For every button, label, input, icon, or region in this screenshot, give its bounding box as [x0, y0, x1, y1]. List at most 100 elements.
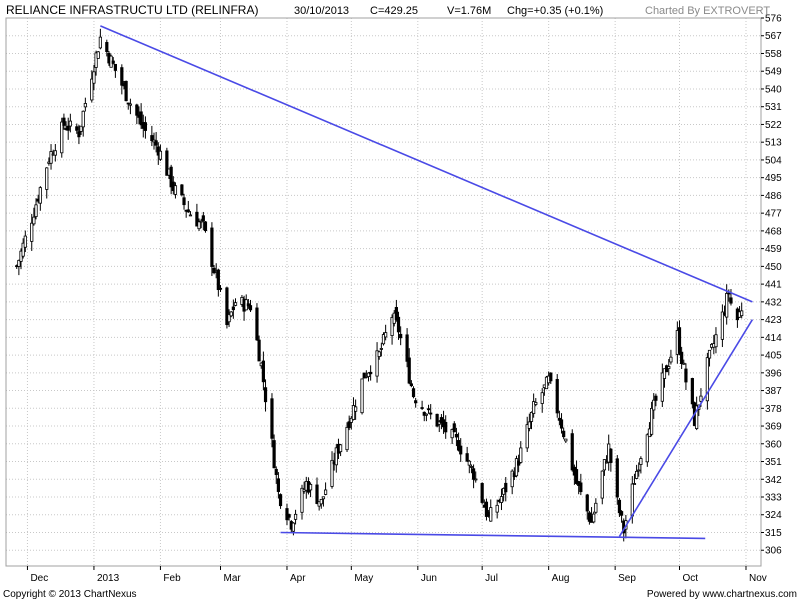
candle-body	[615, 458, 619, 498]
header-change: Chg=+0.35 (+0.1%)	[507, 5, 603, 17]
candle-body	[555, 379, 559, 414]
candle-body	[349, 417, 353, 423]
candle-body	[411, 388, 416, 398]
candle-body	[639, 458, 643, 465]
candle-body	[499, 496, 504, 503]
candle-body	[186, 209, 190, 213]
candle-body	[474, 478, 478, 481]
candle-body	[405, 334, 409, 362]
y-tick-label: 324	[765, 510, 782, 521]
header-volume: V=1.76M	[447, 5, 491, 17]
candle-body	[725, 293, 729, 318]
candle-body	[339, 444, 343, 453]
candle-body	[261, 360, 265, 383]
candle-body	[375, 350, 379, 377]
candle-body	[592, 513, 596, 523]
y-tick-label: 441	[765, 280, 782, 291]
candle-body	[150, 135, 154, 141]
candle-body	[570, 433, 574, 471]
candle-body	[424, 413, 428, 416]
candle-body	[128, 103, 133, 106]
candle-body	[619, 511, 624, 516]
y-tick-label: 522	[765, 120, 782, 131]
candle-body	[514, 458, 519, 477]
candle-body	[435, 413, 439, 427]
candle-body	[143, 122, 148, 131]
x-tick-label: Feb	[163, 573, 181, 584]
candle-body	[182, 197, 186, 206]
x-tick-label: Apr	[290, 573, 306, 584]
candle-body	[600, 470, 604, 499]
candle-body	[291, 522, 296, 532]
y-tick-label: 495	[765, 173, 782, 184]
candle-body	[34, 204, 38, 217]
candle-body	[740, 310, 744, 317]
x-tick-label: Oct	[682, 573, 698, 584]
candle-body	[293, 513, 298, 520]
candle-body	[504, 482, 508, 493]
candle-body	[390, 317, 394, 336]
candle-body	[637, 469, 641, 472]
candle-body	[347, 421, 351, 429]
candle-body	[81, 110, 85, 128]
candle-body	[126, 102, 130, 105]
x-tick-label: Aug	[552, 573, 570, 584]
candle-body	[399, 333, 403, 339]
candle-body	[632, 483, 637, 485]
candle-body	[66, 125, 70, 131]
candle-body	[165, 150, 169, 176]
candle-body	[270, 398, 274, 439]
y-tick-label: 459	[765, 244, 782, 255]
candle-body	[354, 406, 358, 412]
candle-body	[330, 459, 334, 487]
candle-body	[323, 489, 328, 495]
candle-body	[30, 222, 34, 242]
y-tick-label: 504	[765, 155, 782, 166]
candle-body	[529, 411, 534, 422]
candle-body	[645, 434, 649, 463]
candles	[15, 28, 744, 542]
candle-body	[366, 372, 371, 377]
candle-body	[579, 482, 583, 493]
y-tick-label: 396	[765, 368, 782, 379]
candle-body	[77, 131, 81, 138]
y-tick-label: 351	[765, 457, 782, 468]
y-tick-label: 360	[765, 439, 782, 450]
candle-body	[308, 484, 313, 491]
candle-body	[426, 408, 431, 411]
candle-body	[532, 401, 536, 414]
trendline-down-resistance	[100, 25, 753, 303]
candle-body	[559, 419, 564, 429]
candle-body	[23, 235, 27, 248]
candle-body	[158, 150, 163, 160]
candle-body	[534, 402, 538, 405]
candle-body	[300, 487, 304, 513]
header-stock-name: RELIANCE INFRASTRUCTU LTD (RELINFRA)	[6, 3, 258, 17]
y-tick-label: 540	[765, 84, 782, 95]
candle-body	[452, 423, 456, 433]
candle-body	[525, 424, 529, 449]
candle-body	[53, 150, 57, 156]
candle-body	[654, 395, 658, 401]
candle-body	[334, 447, 338, 466]
candle-body	[634, 470, 639, 479]
candle-body	[212, 267, 216, 274]
y-axis: 306 315 324 333 342 351 360 369 378 387 396 405 414 4…	[761, 14, 782, 557]
candle-body	[471, 468, 476, 480]
candle-body	[203, 221, 208, 232]
candle-body	[450, 429, 454, 439]
candle-body	[195, 211, 199, 227]
y-tick-label: 549	[765, 67, 782, 78]
candle-body	[32, 216, 36, 225]
candle-body	[456, 440, 461, 451]
candle-body	[272, 440, 276, 469]
candle-body	[38, 187, 42, 204]
candle-body	[105, 42, 109, 53]
candle-body	[480, 483, 484, 503]
candle-body	[17, 259, 21, 267]
x-tick-label: May	[354, 573, 373, 584]
candle-body	[519, 447, 523, 463]
candle-body	[92, 71, 96, 84]
candle-body	[210, 227, 214, 267]
